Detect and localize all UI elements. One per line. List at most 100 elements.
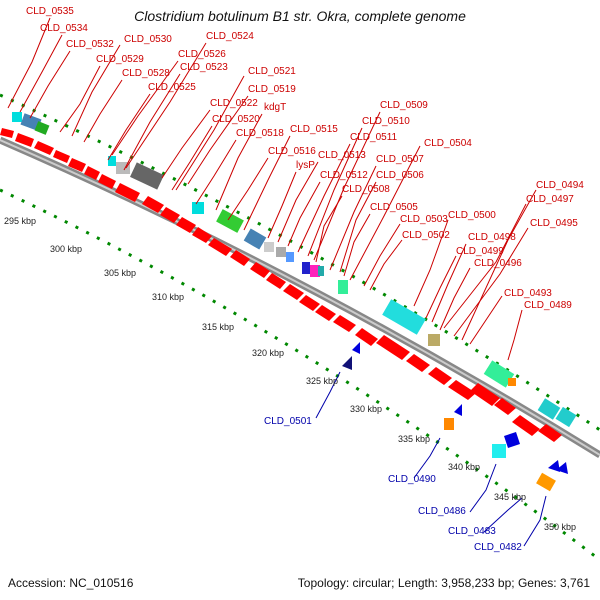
feature-block[interactable] bbox=[12, 112, 22, 122]
feature-block[interactable] bbox=[310, 265, 320, 277]
gene-arrow[interactable] bbox=[406, 354, 430, 372]
forward-gene-label[interactable]: CLD_0535 bbox=[26, 6, 74, 17]
gene-arrow[interactable] bbox=[376, 335, 410, 360]
feature-block[interactable] bbox=[130, 162, 164, 190]
feature-block[interactable] bbox=[264, 242, 274, 252]
gene-arrow[interactable] bbox=[470, 383, 500, 406]
reverse-gene-label[interactable]: CLD_0482 bbox=[474, 542, 522, 553]
gene-arrow[interactable] bbox=[0, 128, 14, 138]
gene-arrow[interactable] bbox=[160, 207, 180, 223]
forward-gene-label[interactable]: CLD_0521 bbox=[248, 66, 296, 77]
feature-block[interactable] bbox=[192, 202, 204, 214]
forward-gene-label[interactable]: CLD_0518 bbox=[236, 128, 284, 139]
reverse-gene-arrow[interactable] bbox=[556, 462, 568, 474]
forward-gene-label[interactable]: CLD_0494 bbox=[536, 180, 584, 191]
feature-block[interactable] bbox=[555, 406, 577, 428]
forward-gene-label[interactable]: CLD_0503 bbox=[400, 214, 448, 225]
feature-block[interactable] bbox=[338, 280, 348, 294]
gene-arrow[interactable] bbox=[53, 150, 70, 163]
forward-gene-label[interactable]: CLD_0504 bbox=[424, 138, 472, 149]
forward-gene-label[interactable]: CLD_0493 bbox=[504, 288, 552, 299]
gene-arrow[interactable] bbox=[283, 284, 304, 300]
forward-gene-label[interactable]: CLD_0508 bbox=[342, 184, 390, 195]
gene-arrow[interactable] bbox=[250, 262, 270, 278]
forward-gene-label[interactable]: CLD_0528 bbox=[122, 68, 170, 79]
forward-gene-label[interactable]: CLD_0498 bbox=[468, 232, 516, 243]
gene-arrow[interactable] bbox=[494, 398, 516, 415]
feature-block[interactable] bbox=[318, 266, 324, 276]
forward-gene-label[interactable]: CLD_0515 bbox=[290, 124, 338, 135]
gene-arrow[interactable] bbox=[176, 217, 196, 233]
forward-gene-label[interactable]: CLD_0489 bbox=[524, 300, 572, 311]
reverse-gene-arrow[interactable] bbox=[454, 404, 462, 416]
feature-block[interactable] bbox=[108, 156, 116, 166]
forward-gene-label[interactable]: lysP bbox=[296, 160, 315, 171]
forward-gene-label[interactable]: CLD_0499 bbox=[456, 246, 504, 257]
feature-block[interactable] bbox=[243, 228, 267, 250]
forward-gene-label[interactable]: CLD_0524 bbox=[206, 31, 254, 42]
forward-gene-label[interactable]: CLD_0532 bbox=[66, 39, 114, 50]
reverse-gene-arrow[interactable] bbox=[548, 460, 560, 472]
forward-gene-label[interactable]: CLD_0534 bbox=[40, 23, 88, 34]
gene-arrow[interactable] bbox=[448, 380, 476, 400]
forward-gene-label[interactable]: CLD_0497 bbox=[526, 194, 574, 205]
reverse-gene-block[interactable] bbox=[536, 472, 556, 492]
forward-gene-label[interactable]: CLD_0510 bbox=[362, 116, 410, 127]
reverse-gene-label[interactable]: CLD_0486 bbox=[418, 506, 466, 517]
forward-gene-label[interactable]: CLD_0516 bbox=[268, 146, 316, 157]
forward-gene-label[interactable]: CLD_0507 bbox=[376, 154, 424, 165]
forward-gene-label[interactable]: CLD_0512 bbox=[320, 170, 368, 181]
reverse-gene-arrow[interactable] bbox=[342, 356, 352, 370]
gene-arrow[interactable] bbox=[333, 315, 356, 332]
gene-arrow[interactable] bbox=[68, 158, 86, 172]
forward-gene-label[interactable]: CLD_0525 bbox=[148, 82, 196, 93]
reverse-gene-arrow[interactable] bbox=[504, 432, 520, 448]
reverse-gene-block[interactable] bbox=[492, 444, 506, 458]
gene-arrow[interactable] bbox=[115, 183, 140, 202]
forward-gene-label[interactable]: CLD_0495 bbox=[530, 218, 578, 229]
feature-block[interactable] bbox=[216, 209, 244, 233]
feature-block[interactable] bbox=[537, 398, 561, 420]
gene-arrow[interactable] bbox=[192, 227, 212, 243]
gene-arrow[interactable] bbox=[299, 295, 320, 311]
gene-arrow[interactable] bbox=[538, 424, 562, 442]
forward-gene-label[interactable]: CLD_0509 bbox=[380, 100, 428, 111]
forward-gene-label[interactable]: CLD_0526 bbox=[178, 49, 226, 60]
forward-gene-label[interactable]: CLD_0522 bbox=[210, 98, 258, 109]
forward-gene-label[interactable]: CLD_0529 bbox=[96, 54, 144, 65]
gene-arrow[interactable] bbox=[355, 328, 378, 346]
forward-gene-label[interactable]: CLD_0523 bbox=[180, 62, 228, 73]
forward-gene-label[interactable]: CLD_0496 bbox=[474, 258, 522, 269]
gene-arrow[interactable] bbox=[34, 141, 54, 155]
forward-gene-label[interactable]: CLD_0520 bbox=[212, 114, 260, 125]
gene-arrow[interactable] bbox=[15, 133, 34, 147]
forward-gene-label[interactable]: CLD_0513 bbox=[318, 150, 366, 161]
gene-arrow[interactable] bbox=[230, 250, 250, 266]
reverse-gene-label[interactable]: CLD_0483 bbox=[448, 526, 496, 537]
gene-arrow[interactable] bbox=[512, 415, 540, 436]
forward-gene-label[interactable]: CLD_0500 bbox=[448, 210, 496, 221]
forward-gene-label[interactable]: CLD_0530 bbox=[124, 34, 172, 45]
feature-block[interactable] bbox=[302, 262, 310, 274]
forward-gene-label[interactable]: kdgT bbox=[264, 102, 286, 113]
gene-arrow[interactable] bbox=[428, 367, 452, 385]
feature-block[interactable] bbox=[382, 299, 426, 335]
gene-arrow[interactable] bbox=[208, 238, 232, 256]
forward-gene-label[interactable]: CLD_0502 bbox=[402, 230, 450, 241]
reverse-gene-label[interactable]: CLD_0501 bbox=[264, 416, 312, 427]
reverse-gene-label[interactable]: CLD_0490 bbox=[388, 474, 436, 485]
reverse-gene-block[interactable] bbox=[444, 418, 454, 430]
reverse-gene-arrow[interactable] bbox=[352, 342, 360, 354]
feature-block[interactable] bbox=[276, 247, 286, 257]
forward-gene-label[interactable]: CLD_0519 bbox=[248, 84, 296, 95]
gene-arrow[interactable] bbox=[142, 196, 164, 213]
forward-gene-label[interactable]: CLD_0505 bbox=[370, 202, 418, 213]
gene-arrow[interactable] bbox=[84, 166, 100, 180]
gene-arrow[interactable] bbox=[266, 273, 286, 289]
feature-block[interactable] bbox=[34, 121, 50, 135]
forward-gene-label[interactable]: CLD_0506 bbox=[376, 170, 424, 181]
feature-block[interactable] bbox=[428, 334, 440, 346]
feature-block[interactable] bbox=[508, 378, 516, 386]
feature-block[interactable] bbox=[286, 252, 294, 262]
gene-arrow[interactable] bbox=[315, 305, 336, 321]
